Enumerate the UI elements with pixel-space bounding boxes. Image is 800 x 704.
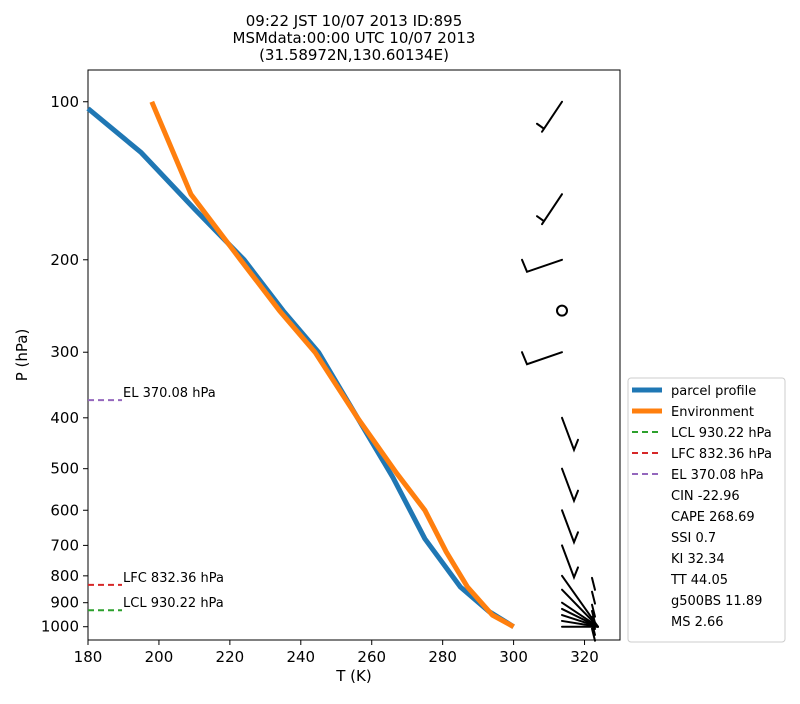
wind-barb (561, 416, 579, 453)
wind-barb (561, 467, 579, 504)
x-tick-label: 300 (499, 648, 528, 666)
y-tick-label: 500 (50, 460, 79, 478)
x-tick-label: 220 (216, 648, 245, 666)
legend-index: CAPE 268.69 (671, 510, 755, 525)
y-axis-label: P (hPa) (13, 329, 31, 382)
legend-item: EL 370.08 hPa (671, 468, 764, 483)
x-tick-label: 200 (145, 648, 174, 666)
plot-frame (87, 69, 621, 641)
legend-index: SSI 0.7 (671, 531, 716, 546)
legend-item: Environment (671, 405, 754, 420)
y-tick-label: 600 (50, 501, 79, 519)
title-line: MSMdata:00:00 UTC 10/07 2013 (233, 29, 476, 47)
x-axis-label: T (K) (335, 667, 371, 685)
calm-circle (556, 304, 568, 317)
legend-index: CIN -22.96 (671, 489, 740, 504)
y-tick-label: 200 (50, 251, 79, 269)
legend-item: LCL 930.22 hPa (671, 426, 772, 441)
level-label: LFC 832.36 hPa (123, 571, 224, 586)
series-line (86, 106, 515, 629)
chart-title: 09:22 JST 10/07 2013 ID:895MSMdata:00:00… (233, 12, 476, 64)
y-tick-label: 300 (50, 343, 79, 361)
legend-index: KI 32.34 (671, 552, 725, 567)
x-tick-label: 280 (428, 648, 457, 666)
axes: 180 200 220 240 260 280 300 320 100 200 300 400 500 6… (13, 69, 621, 685)
level-label: LCL 930.22 hPa (123, 596, 224, 611)
legend-item: parcel profile (671, 384, 756, 399)
y-tick-label: 400 (50, 409, 79, 427)
legend-index: g500BS 11.89 (671, 594, 762, 609)
x-tick-label: 180 (74, 648, 103, 666)
series-line (149, 100, 515, 629)
series-lines (86, 100, 515, 629)
level-label: EL 370.08 hPa (123, 386, 216, 401)
y-tick-label: 700 (50, 536, 79, 554)
wind-barb (521, 351, 563, 366)
y-tick-label: 800 (50, 567, 79, 585)
x-tick-label: 320 (570, 648, 599, 666)
wind-barb (561, 625, 599, 642)
wind-barb (561, 544, 579, 581)
x-tick-label: 260 (357, 648, 386, 666)
level-markers: LCL 930.22 hPa LFC 832.36 hPa EL 370.08 hP… (88, 386, 224, 612)
y-tick-label: 100 (50, 93, 79, 111)
legend-box (627, 377, 786, 643)
legend-index: TT 44.05 (670, 573, 728, 588)
wind-barb (521, 258, 563, 274)
legend-index: MS 2.66 (671, 615, 724, 630)
title-line: 09:22 JST 10/07 2013 ID:895 (246, 12, 462, 30)
title-line: (31.58972N,130.60134E) (259, 46, 449, 64)
wind-barbs (521, 100, 599, 642)
y-tick-label: 1000 (41, 618, 79, 636)
x-tick-label: 240 (286, 648, 315, 666)
wind-barb (561, 509, 579, 546)
wind-barb (536, 193, 563, 226)
wind-barb (536, 100, 563, 133)
legend-item: LFC 832.36 hPa (671, 447, 772, 462)
legend: parcel profile Environment LCL 930.22 hPa L… (627, 377, 786, 643)
y-tick-label: 900 (50, 594, 79, 612)
